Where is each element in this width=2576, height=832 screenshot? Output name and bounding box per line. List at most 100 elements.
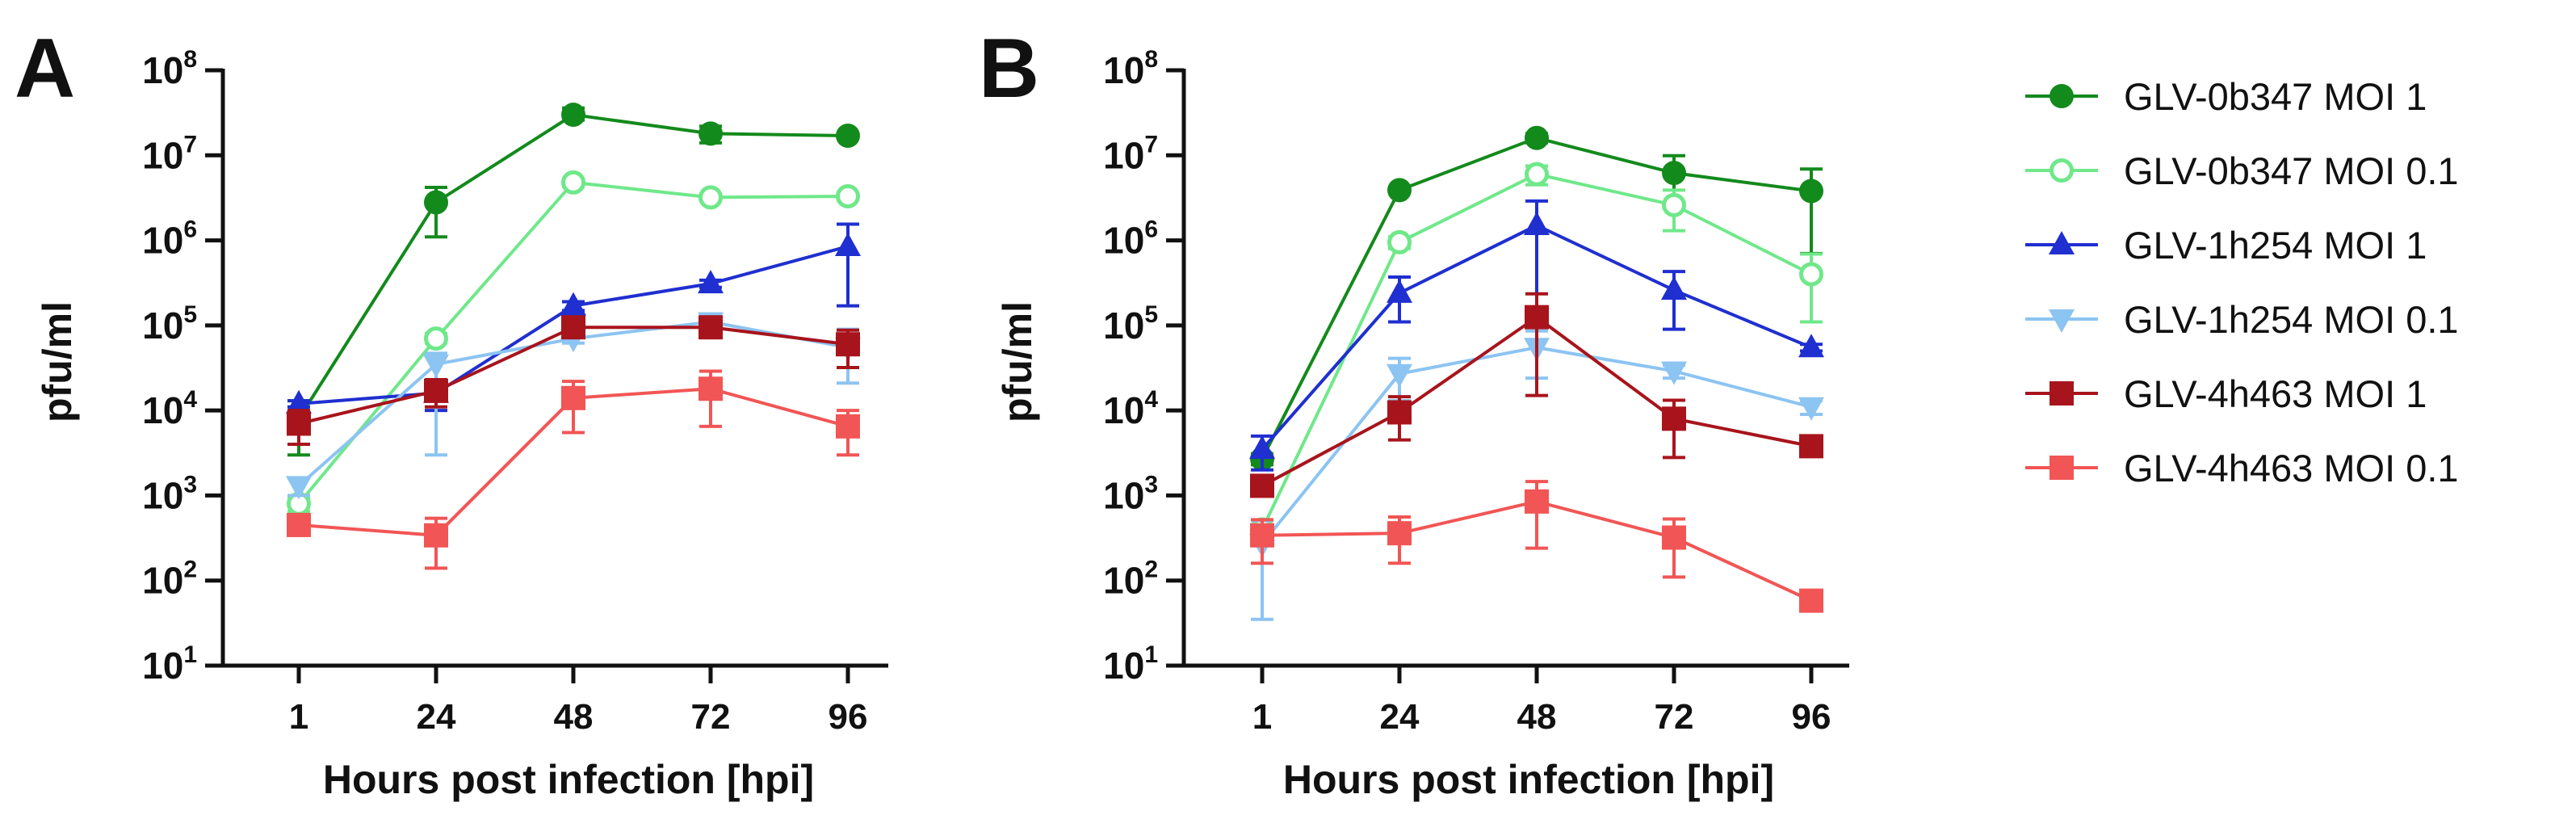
series-glv-0b347-moi-0-1 bbox=[287, 170, 860, 516]
legend-marker bbox=[2049, 309, 2075, 333]
data-point bbox=[561, 315, 585, 340]
y-tick-label: 105 bbox=[1103, 301, 1158, 347]
x-tick-label: 48 bbox=[1517, 697, 1557, 737]
data-point bbox=[698, 270, 724, 294]
legend-label-1: GLV-0b347 MOI 0.1 bbox=[2124, 149, 2459, 192]
legend: GLV-0b347 MOI 1 GLV-0b347 MOI 0.1 GLV-1h… bbox=[2025, 75, 2459, 490]
y-tick-label: 102 bbox=[142, 557, 197, 602]
data-point bbox=[424, 523, 448, 548]
data-point bbox=[1525, 162, 1549, 187]
data-point bbox=[424, 190, 448, 215]
y-tick-label: 106 bbox=[1103, 216, 1158, 262]
y-tick-label: 107 bbox=[1103, 131, 1158, 176]
data-point bbox=[836, 332, 860, 357]
series-glv-4h463-moi-0-1 bbox=[1250, 480, 1823, 613]
data-point bbox=[561, 170, 585, 195]
data-point bbox=[1524, 212, 1550, 236]
series-glv-4h463-moi-1 bbox=[287, 315, 860, 447]
y-tick-label: 103 bbox=[1103, 471, 1158, 516]
data-point bbox=[1249, 435, 1275, 460]
data-point bbox=[1799, 588, 1823, 613]
data-point bbox=[1798, 397, 1824, 421]
y-tick-label: 108 bbox=[1103, 46, 1158, 91]
data-point bbox=[1387, 521, 1412, 546]
data-point bbox=[561, 385, 585, 410]
data-point bbox=[699, 315, 723, 340]
x-tick-label: 72 bbox=[691, 697, 731, 737]
legend-marker bbox=[2049, 84, 2074, 108]
data-point bbox=[1799, 262, 1823, 287]
legend-label-5: GLV-4h463 MOI 0.1 bbox=[2124, 447, 2459, 490]
legend-label-3: GLV-1h254 MOI 0.1 bbox=[2124, 298, 2459, 341]
data-point bbox=[836, 414, 860, 439]
data-point bbox=[1387, 229, 1412, 254]
data-point bbox=[1662, 161, 1686, 186]
data-point bbox=[1387, 363, 1412, 388]
data-point bbox=[1798, 334, 1824, 358]
series-glv-1h254-moi-1 bbox=[1249, 199, 1824, 472]
data-point bbox=[1662, 525, 1686, 550]
data-point bbox=[560, 292, 586, 316]
data-point bbox=[1662, 406, 1686, 431]
data-point bbox=[699, 185, 723, 210]
legend-label-4: GLV-4h463 MOI 1 bbox=[2124, 372, 2427, 415]
data-point bbox=[1661, 276, 1687, 300]
panel-b: B pfu/ml Hours post infection [hpi] 101 1… bbox=[979, 22, 1849, 802]
data-point bbox=[1250, 523, 1274, 548]
legend-marker bbox=[2049, 231, 2075, 254]
y-tick-label: 108 bbox=[142, 46, 197, 91]
data-point bbox=[424, 378, 448, 403]
data-point bbox=[835, 233, 861, 257]
data-point bbox=[1661, 361, 1687, 385]
data-point bbox=[699, 376, 723, 401]
data-point bbox=[424, 326, 448, 351]
data-point bbox=[561, 103, 585, 128]
data-point bbox=[1250, 473, 1274, 498]
y-tick-label: 105 bbox=[142, 301, 197, 347]
series-line bbox=[297, 112, 849, 420]
legend-marker bbox=[2049, 158, 2074, 183]
data-point bbox=[1799, 179, 1823, 204]
x-tick-label: 96 bbox=[1792, 697, 1831, 737]
x-axis-title-a: Hours post infection [hpi] bbox=[323, 757, 814, 802]
legend-label-0: GLV-0b347 MOI 1 bbox=[2124, 75, 2427, 118]
y-tick-label: 101 bbox=[142, 641, 197, 687]
data-point bbox=[1387, 279, 1412, 303]
data-point bbox=[1387, 178, 1412, 203]
series-glv-0b347-moi-1 bbox=[287, 103, 860, 457]
x-tick-label: 48 bbox=[554, 697, 594, 737]
legend-label-2: GLV-1h254 MOI 1 bbox=[2124, 224, 2427, 267]
data-point bbox=[1799, 434, 1823, 459]
data-point bbox=[1662, 192, 1686, 217]
x-axis-title-b: Hours post infection [hpi] bbox=[1283, 757, 1774, 802]
data-point bbox=[286, 476, 312, 500]
x-tick-label: 24 bbox=[417, 697, 456, 737]
y-axis-title-b: pfu/ml bbox=[995, 301, 1040, 422]
y-tick-label: 102 bbox=[1103, 557, 1158, 602]
y-tick-label: 104 bbox=[142, 386, 197, 431]
data-point bbox=[423, 354, 449, 378]
series-glv-4h463-moi-1 bbox=[1250, 292, 1823, 498]
panel-letter-a: A bbox=[15, 22, 75, 116]
data-point bbox=[699, 121, 723, 146]
data-point bbox=[287, 512, 311, 537]
legend-marker bbox=[2049, 381, 2074, 405]
x-tick-label: 1 bbox=[289, 697, 308, 737]
y-axis-title-a: pfu/ml bbox=[35, 301, 80, 422]
x-tick-label: 72 bbox=[1655, 697, 1694, 737]
data-point bbox=[1525, 489, 1549, 514]
x-tick-label: 24 bbox=[1380, 697, 1420, 737]
y-tick-label: 101 bbox=[1103, 641, 1158, 687]
x-tick-label: 1 bbox=[1252, 697, 1272, 737]
legend-marker bbox=[2049, 456, 2074, 480]
series-glv-4h463-moi-0-1 bbox=[287, 369, 860, 570]
y-tick-label: 104 bbox=[1103, 386, 1158, 431]
data-point bbox=[836, 124, 860, 149]
y-tick-label: 103 bbox=[142, 471, 197, 516]
y-tick-label: 107 bbox=[142, 131, 197, 176]
data-point bbox=[1387, 400, 1412, 425]
x-tick-label: 96 bbox=[829, 697, 868, 737]
panel-a: A pfu/ml Hours post infection [hpi] 101 1… bbox=[15, 22, 888, 802]
data-point bbox=[286, 389, 312, 414]
